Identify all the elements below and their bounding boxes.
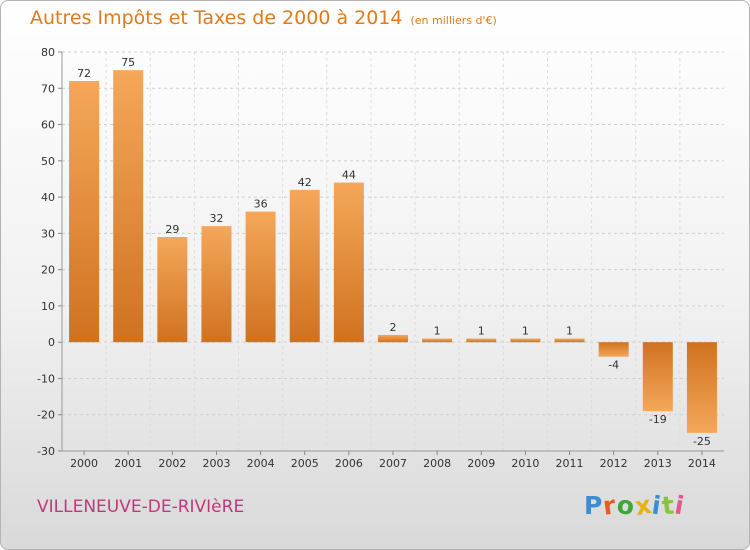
bar-2006 <box>333 182 364 343</box>
x-tick-label: 2013 <box>644 457 672 470</box>
y-tick-label: -20 <box>37 409 55 422</box>
chart-unit: (en milliers d'€) <box>410 14 497 27</box>
bar-2010 <box>510 338 541 343</box>
bar-2003 <box>201 226 232 343</box>
x-tick-label: 2001 <box>114 457 142 470</box>
bar-2013 <box>642 342 673 412</box>
chart-title-text: Autres Impôts et Taxes de 2000 à 2014 <box>30 7 403 29</box>
data-label: 75 <box>121 56 135 69</box>
y-tick-label: 0 <box>48 336 55 349</box>
data-label: -4 <box>608 359 619 372</box>
data-label: 1 <box>434 325 441 338</box>
bar-2014 <box>686 342 717 433</box>
x-tick-label: 2010 <box>511 457 539 470</box>
data-label: 32 <box>209 212 223 225</box>
y-tick-label: 50 <box>41 155 55 168</box>
x-tick-label: 2006 <box>335 457 363 470</box>
y-tick-label: 30 <box>41 227 55 240</box>
x-tick-label: 2014 <box>688 457 716 470</box>
y-tick-label: 70 <box>41 82 55 95</box>
bar-2008 <box>422 338 453 343</box>
city-name: VILLENEUVE-DE-RIVIèRE <box>37 497 245 517</box>
y-tick-label: 20 <box>41 264 55 277</box>
bars <box>69 70 717 433</box>
bar-2011 <box>554 338 585 343</box>
y-tick-label: 80 <box>41 46 55 59</box>
x-tick-label: 2009 <box>467 457 495 470</box>
y-tick-label: 40 <box>41 191 55 204</box>
grid-lines <box>62 51 724 452</box>
bar-2002 <box>157 236 188 343</box>
x-tick-label: 2002 <box>158 457 186 470</box>
y-tick-label: 10 <box>41 300 55 313</box>
data-label: 29 <box>165 223 179 236</box>
data-label: 44 <box>342 169 356 182</box>
data-labels: 72 75 29 32 36 42 44 2 1 1 1 1 -4 -19 -25 <box>77 56 711 448</box>
proxiti-logo: Proxiti <box>584 490 687 522</box>
data-label: 42 <box>298 176 312 189</box>
data-label: 1 <box>478 325 485 338</box>
x-tick-label: 2012 <box>600 457 628 470</box>
axes: -30 -20 -10 0 10 20 30 40 50 60 70 80 2000 2001 2002 20… <box>37 46 724 470</box>
logo-letter: P <box>584 491 604 520</box>
data-label: 1 <box>522 325 529 338</box>
data-label: 72 <box>77 67 91 80</box>
data-label: 36 <box>254 198 268 211</box>
data-label: 1 <box>566 325 573 338</box>
bar-2007 <box>378 334 408 343</box>
x-tick-label: 2008 <box>423 457 451 470</box>
y-tick-label: -30 <box>37 445 55 458</box>
data-label: -25 <box>693 435 711 448</box>
x-tick-label: 2000 <box>70 457 98 470</box>
y-tick-label: 60 <box>41 119 55 132</box>
bar-2000 <box>69 81 100 343</box>
bar-2004 <box>245 211 276 343</box>
chart-title: Autres Impôts et Taxes de 2000 à 2014 (en… <box>30 7 497 29</box>
bar-2012 <box>598 342 629 357</box>
x-tick-label: 2005 <box>291 457 319 470</box>
y-tick-label: -10 <box>37 372 55 385</box>
x-tick-label: 2011 <box>556 457 584 470</box>
bar-2009 <box>466 338 497 343</box>
x-tick-label: 2007 <box>379 457 407 470</box>
data-label: 2 <box>390 321 397 334</box>
x-tick-label: 2004 <box>247 457 275 470</box>
bar-2005 <box>289 189 320 343</box>
bar-2001 <box>113 70 144 343</box>
x-tick-label: 2003 <box>202 457 230 470</box>
data-label: -19 <box>649 413 667 426</box>
